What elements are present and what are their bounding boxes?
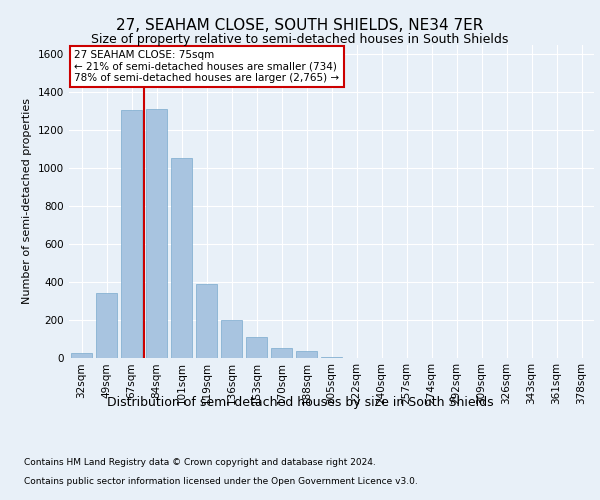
Bar [96,293,117,358]
Bar [196,284,217,358]
Bar [121,110,142,358]
Text: Contains public sector information licensed under the Open Government Licence v3: Contains public sector information licen… [24,476,418,486]
Text: 27 SEAHAM CLOSE: 75sqm
← 21% of semi-detached houses are smaller (734)
78% of se: 27 SEAHAM CLOSE: 75sqm ← 21% of semi-det… [74,50,340,83]
Bar [271,348,292,358]
Bar [171,158,192,358]
Bar [246,336,267,357]
Text: Size of property relative to semi-detached houses in South Shields: Size of property relative to semi-detach… [91,32,509,46]
Text: 27, SEAHAM CLOSE, SOUTH SHIELDS, NE34 7ER: 27, SEAHAM CLOSE, SOUTH SHIELDS, NE34 7E… [116,18,484,32]
Bar [321,356,342,358]
Bar [146,110,167,358]
Bar [71,353,92,358]
Bar [221,320,242,358]
Text: Contains HM Land Registry data © Crown copyright and database right 2024.: Contains HM Land Registry data © Crown c… [24,458,376,467]
Y-axis label: Number of semi-detached properties: Number of semi-detached properties [22,98,32,304]
Bar [296,351,317,358]
Text: Distribution of semi-detached houses by size in South Shields: Distribution of semi-detached houses by … [107,396,493,409]
